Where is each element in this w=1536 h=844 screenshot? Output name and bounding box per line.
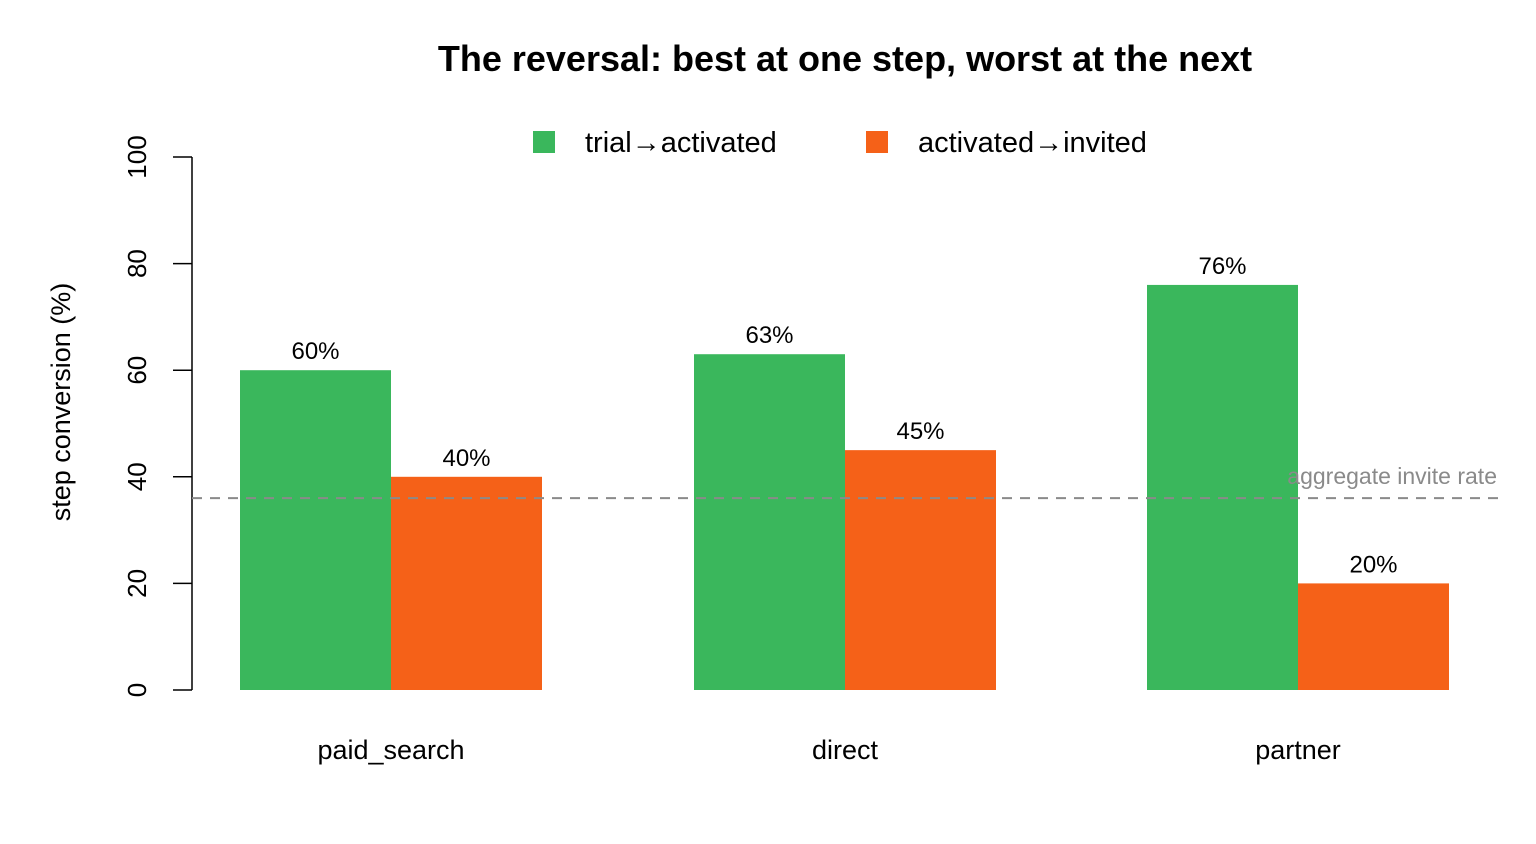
data-label-partner-activated-invited: 20% [1349, 551, 1397, 578]
x-tick-label-paid_search: paid_search [317, 735, 464, 765]
y-tick-label: 60 [122, 356, 152, 385]
data-label-direct-activated-invited: 45% [896, 418, 944, 445]
bar-direct-activated-invited [845, 450, 996, 690]
data-label-partner-trial-activated: 76% [1198, 253, 1246, 280]
reference-line-label: aggregate invite rate [1287, 463, 1497, 489]
legend-label-trial-activated: trial→activated [585, 127, 777, 159]
data-label-paid_search-trial-activated: 60% [291, 338, 339, 365]
legend: trial→activated activated→invited [533, 127, 1147, 159]
y-tick-label: 0 [122, 683, 152, 697]
bar-partner-trial-activated [1147, 284, 1298, 690]
legend-label-activated-invited: activated→invited [918, 127, 1147, 159]
bar-paid_search-activated-invited [391, 476, 542, 690]
bars: 60% 40% 63% 45% 76% 20% [240, 253, 1449, 690]
reference-line-group: aggregate invite rate [192, 463, 1500, 500]
chart-title: The reversal: best at one step, worst at… [438, 38, 1252, 79]
legend-swatch-trial-activated [533, 131, 555, 153]
data-label-paid_search-activated-invited: 40% [442, 445, 490, 472]
y-tick-label: 80 [122, 249, 152, 278]
y-tick-label: 100 [122, 135, 152, 178]
data-label-direct-trial-activated: 63% [745, 322, 793, 349]
y-tick-label: 20 [122, 569, 152, 598]
x-tick-label-direct: direct [812, 735, 879, 765]
bar-paid_search-trial-activated [240, 370, 391, 690]
y-tick-label: 40 [122, 462, 152, 491]
bar-partner-activated-invited [1298, 583, 1449, 690]
y-axis-title: step conversion (%) [46, 283, 76, 522]
bar-direct-trial-activated [694, 354, 845, 690]
x-axis-labels: paid_search direct partner [317, 735, 1340, 765]
y-axis: 0 20 40 60 80 100 [122, 135, 193, 697]
x-tick-label-partner: partner [1255, 735, 1341, 765]
legend-swatch-activated-invited [866, 131, 888, 153]
